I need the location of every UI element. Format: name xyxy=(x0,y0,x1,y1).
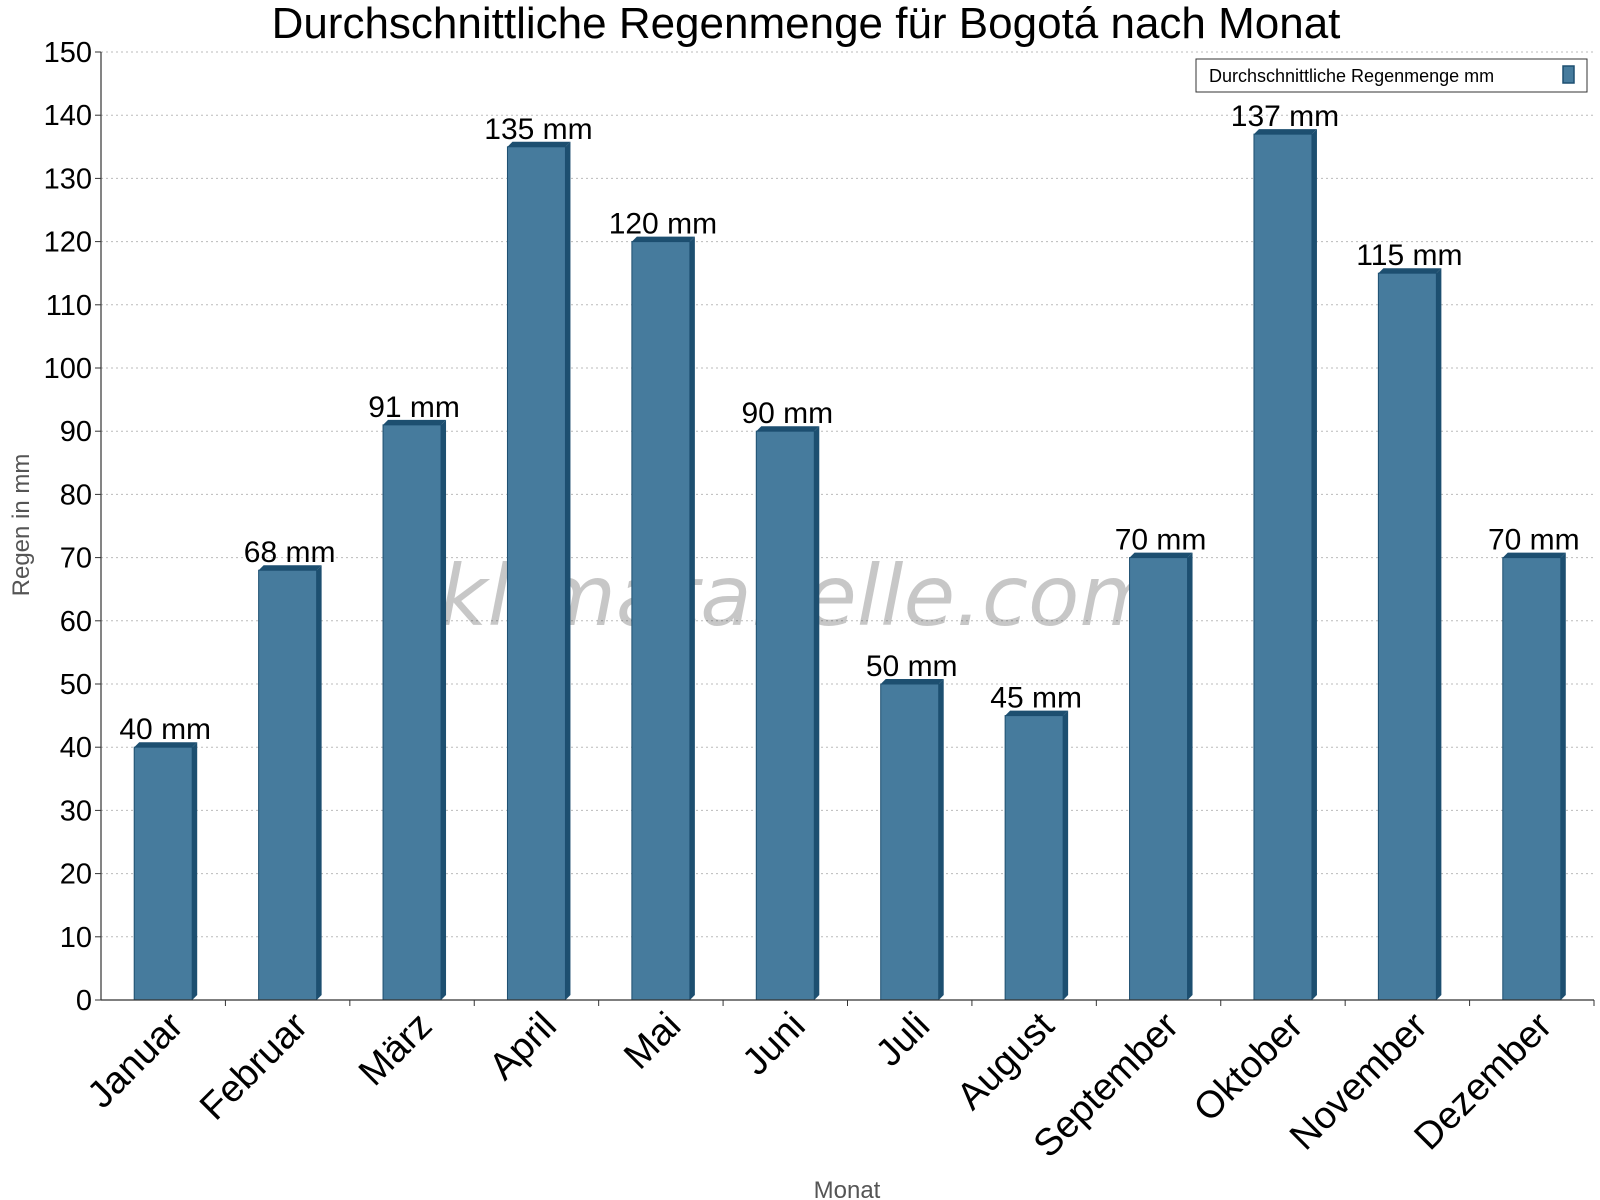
bar-top xyxy=(383,419,447,425)
bar xyxy=(1502,557,1562,1001)
y-axis-ticks: 0 10 20 30 40 50 60 70 80 90 100 110 120 130 140 150 xyxy=(44,37,101,1017)
y-tick-label: 150 xyxy=(44,37,92,69)
bar xyxy=(1253,133,1313,1001)
bar-top xyxy=(756,426,820,432)
x-tick-label: April xyxy=(481,1005,564,1088)
bar-side xyxy=(565,141,571,1001)
y-tick-label: 40 xyxy=(60,732,92,764)
bar-side xyxy=(1063,710,1069,1000)
bar xyxy=(258,569,318,1001)
data-label: 70 mm xyxy=(1488,524,1580,557)
bar-side xyxy=(689,236,695,1001)
y-tick-label: 80 xyxy=(60,479,92,511)
bar xyxy=(631,241,691,1001)
x-tick-label: Dezember xyxy=(1407,1004,1561,1158)
data-label: 68 mm xyxy=(244,536,336,569)
data-label: 40 mm xyxy=(119,713,211,746)
y-tick-label: 140 xyxy=(44,100,92,132)
x-axis-ticks: Januar Februar März April Mai Juni Juli AugustS… xyxy=(80,1000,1595,1166)
x-tick-label: Februar xyxy=(192,1004,316,1128)
chart-title: Durchschnittliche Regenmenge für Bogotá … xyxy=(272,0,1341,48)
bar-side xyxy=(1560,552,1566,1000)
y-axis-label: Regen in mm xyxy=(8,454,35,597)
x-tick-label: Oktober xyxy=(1186,1004,1312,1130)
bar-top xyxy=(1378,268,1442,274)
bar-side xyxy=(1311,129,1317,1000)
x-tick-label: Juli xyxy=(868,1005,938,1075)
data-label: 135 mm xyxy=(484,113,592,146)
y-tick-label: 60 xyxy=(60,606,92,638)
legend: Durchschnittliche Regenmenge mm xyxy=(1195,58,1588,93)
y-tick-label: 20 xyxy=(60,859,92,891)
bar xyxy=(1004,715,1064,1001)
bar-top xyxy=(1005,710,1069,716)
bar-side xyxy=(814,426,820,1000)
y-tick-label: 70 xyxy=(60,543,92,575)
legend-label: Durchschnittliche Regenmenge mm xyxy=(1209,66,1494,86)
bar xyxy=(133,746,193,1001)
data-label: 120 mm xyxy=(609,208,717,241)
data-label: 90 mm xyxy=(741,397,833,430)
data-labels: 40 mm 68 mm 91 mm 135 mm 120 mm 90 mm 50 mm 45 … xyxy=(119,100,1579,746)
bar-top xyxy=(1253,129,1317,135)
x-tick-label: August xyxy=(949,1004,1063,1118)
y-tick-label: 100 xyxy=(44,353,92,385)
y-tick-label: 130 xyxy=(44,163,92,195)
y-tick-label: 120 xyxy=(44,227,92,259)
x-tick-label: Mai xyxy=(616,1005,689,1078)
bar-side xyxy=(316,565,322,1000)
gridlines xyxy=(101,51,1594,938)
data-label: 70 mm xyxy=(1115,524,1207,557)
bar-top xyxy=(880,679,944,684)
data-label: 91 mm xyxy=(368,391,460,424)
bar-side xyxy=(938,679,944,1000)
bar-top xyxy=(1129,552,1193,558)
bar-top xyxy=(134,742,198,748)
x-tick-label: März xyxy=(351,1005,440,1094)
bar-side xyxy=(1187,552,1193,1000)
y-tick-label: 90 xyxy=(60,416,92,448)
bars xyxy=(133,129,1566,1001)
legend-box xyxy=(1195,58,1588,93)
bar-side xyxy=(192,742,198,1000)
x-tick-label: Juni xyxy=(735,1005,814,1084)
bar-top xyxy=(1502,552,1566,558)
bar xyxy=(755,430,815,1001)
x-axis-label: Monat xyxy=(814,1177,881,1200)
y-tick-label: 50 xyxy=(60,669,92,701)
legend-swatch xyxy=(1562,65,1575,84)
data-label: 50 mm xyxy=(866,650,958,683)
data-label: 137 mm xyxy=(1231,100,1339,133)
bar xyxy=(1129,557,1189,1001)
y-tick-label: 0 xyxy=(76,985,92,1017)
y-tick-label: 10 xyxy=(60,922,92,954)
bar xyxy=(1377,272,1437,1001)
bar xyxy=(382,424,442,1001)
bar-top xyxy=(258,565,322,571)
bar xyxy=(506,146,566,1001)
bar-side xyxy=(441,419,447,1000)
data-label: 115 mm xyxy=(1356,239,1462,272)
data-label: 45 mm xyxy=(990,682,1082,715)
y-tick-label: 110 xyxy=(46,290,92,322)
bar-top xyxy=(631,236,695,242)
x-tick-label: Januar xyxy=(80,1004,192,1116)
axes xyxy=(100,52,1594,1001)
bar-side xyxy=(1436,268,1442,1000)
bar-top xyxy=(507,141,571,147)
bar xyxy=(880,683,940,1001)
y-tick-label: 30 xyxy=(60,795,92,827)
